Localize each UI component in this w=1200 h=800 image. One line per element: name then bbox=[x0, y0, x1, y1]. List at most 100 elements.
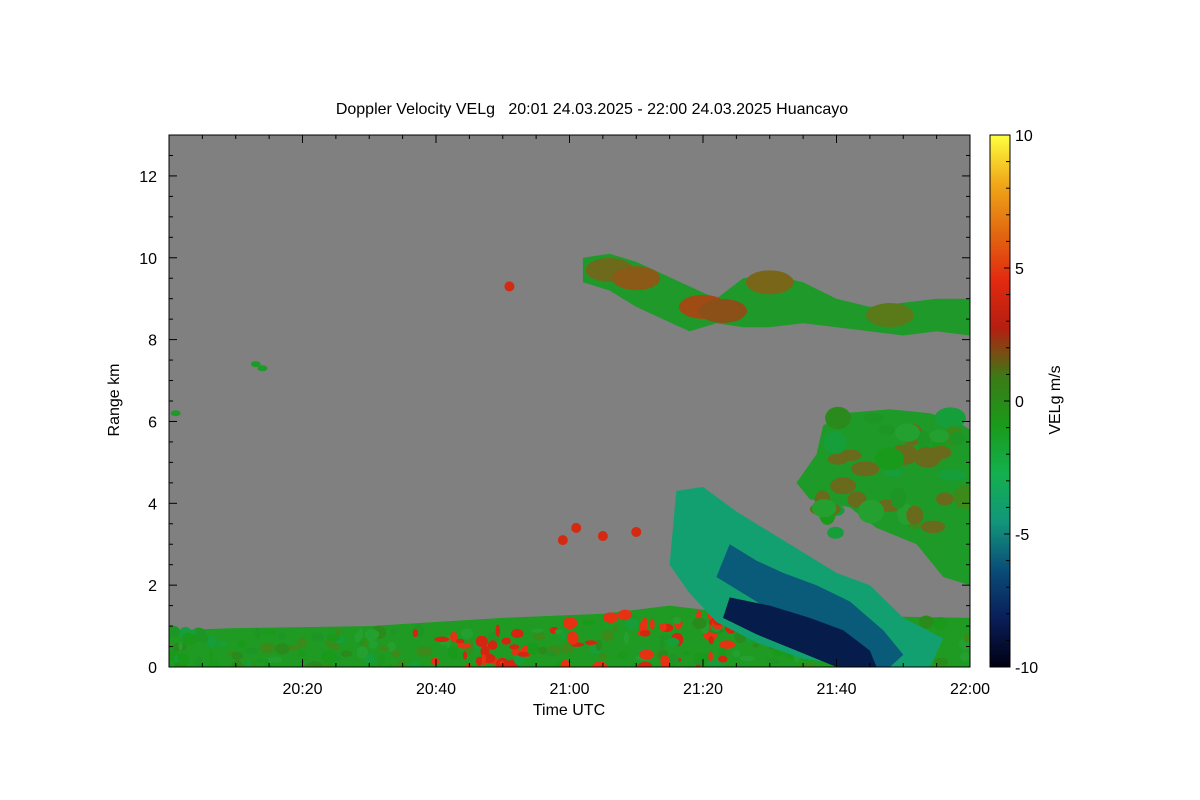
y-axis-label: Range km bbox=[106, 364, 123, 437]
colorbar-label: VELg m/s bbox=[1047, 365, 1064, 434]
scattered-echo bbox=[170, 410, 181, 417]
boundary-echo bbox=[356, 646, 369, 659]
x-tick-label: 21:00 bbox=[549, 681, 589, 698]
boundary-echo bbox=[278, 631, 286, 640]
y-tick-label: 2 bbox=[148, 578, 157, 595]
boundary-echo bbox=[675, 634, 682, 640]
boundary-echo bbox=[169, 625, 181, 637]
boundary-echo bbox=[560, 659, 571, 667]
boundary-echo bbox=[369, 639, 378, 649]
boundary-echo bbox=[708, 650, 713, 662]
boundary-echo bbox=[390, 628, 397, 636]
boundary-echo bbox=[195, 656, 203, 667]
boundary-echo bbox=[391, 649, 401, 658]
precip-shaft-core bbox=[716, 544, 904, 667]
boundary-echo bbox=[377, 659, 384, 667]
mid-cloud-detail bbox=[920, 520, 946, 534]
boundary-echo bbox=[527, 642, 539, 655]
boundary-echo bbox=[601, 630, 615, 642]
boundary-echo bbox=[918, 615, 934, 629]
colorbar-tick-label: -5 bbox=[1015, 527, 1029, 544]
boundary-echo bbox=[409, 660, 420, 667]
mid-cloud-detail bbox=[934, 407, 966, 429]
mid-cloud-detail bbox=[825, 406, 851, 430]
boundary-echo bbox=[963, 633, 970, 643]
boundary-echo bbox=[254, 627, 261, 639]
boundary-echo bbox=[546, 651, 557, 657]
boundary-echo bbox=[448, 646, 459, 660]
y-tick-label: 4 bbox=[148, 496, 157, 513]
echo-features bbox=[169, 253, 970, 667]
boundary-echo bbox=[173, 654, 179, 664]
mid-cloud-detail bbox=[929, 429, 950, 443]
boundary-echo bbox=[297, 650, 306, 657]
mid-cloud-detail bbox=[878, 424, 895, 436]
boundary-echo bbox=[691, 660, 707, 665]
boundary-echo bbox=[659, 638, 665, 652]
boundary-echo bbox=[567, 631, 579, 645]
scattered-echo bbox=[504, 281, 515, 292]
boundary-echo bbox=[367, 628, 374, 643]
boundary-echo bbox=[191, 629, 197, 635]
boundary-echo bbox=[462, 651, 468, 660]
colorbar: 10 5 0 -5 -10 VELg m/s bbox=[989, 128, 1064, 677]
boundary-echo bbox=[480, 645, 490, 657]
boundary-echo bbox=[659, 623, 667, 632]
mid-cloud-detail bbox=[823, 430, 847, 454]
boundary-echo bbox=[184, 633, 197, 646]
boundary-echo bbox=[264, 659, 270, 667]
boundary-echo bbox=[430, 657, 440, 665]
x-tick-label: 20:40 bbox=[416, 681, 456, 698]
boundary-echo bbox=[200, 634, 209, 643]
mid-cloud-detail bbox=[930, 446, 952, 460]
boundary-echo bbox=[386, 664, 394, 667]
boundary-echo bbox=[591, 661, 608, 667]
boundary-echo bbox=[246, 660, 253, 667]
boundary-echo bbox=[617, 651, 629, 660]
mid-cloud-detail bbox=[953, 485, 970, 509]
mid-cloud-detail bbox=[949, 431, 966, 445]
scattered-echo bbox=[571, 522, 582, 533]
mid-cloud-detail bbox=[830, 477, 857, 495]
boundary-echo bbox=[217, 640, 228, 647]
boundary-echo bbox=[666, 637, 680, 647]
boundary-echo bbox=[639, 629, 651, 637]
mid-cloud-detail bbox=[890, 487, 907, 509]
x-tick-label: 21:40 bbox=[816, 681, 856, 698]
boundary-echo bbox=[692, 617, 707, 630]
boundary-echo bbox=[244, 647, 258, 655]
boundary-echo bbox=[560, 643, 574, 655]
boundary-echo bbox=[501, 637, 511, 645]
boundary-echo bbox=[397, 660, 406, 667]
mid-cloud-detail bbox=[906, 505, 924, 525]
mid-cloud-detail bbox=[851, 461, 880, 477]
upper-cloud-core bbox=[745, 270, 794, 295]
mid-cloud-detail bbox=[894, 423, 920, 442]
boundary-echo bbox=[766, 658, 781, 664]
boundary-echo bbox=[637, 661, 653, 667]
boundary-echo bbox=[209, 650, 214, 663]
mid-cloud-detail bbox=[938, 468, 967, 481]
boundary-echo bbox=[562, 617, 578, 630]
mid-cloud-detail bbox=[874, 447, 904, 471]
scattered-echo bbox=[597, 531, 608, 542]
mid-cloud-detail bbox=[827, 526, 844, 539]
x-tick-label: 21:20 bbox=[683, 681, 723, 698]
boundary-echo bbox=[581, 620, 595, 625]
upper-cloud-core bbox=[612, 266, 661, 291]
mid-cloud-detail bbox=[857, 499, 885, 524]
mid-cloud-detail bbox=[839, 449, 862, 462]
boundary-echo bbox=[455, 638, 465, 644]
boundary-echo bbox=[718, 645, 727, 659]
boundary-echo bbox=[584, 640, 597, 645]
mid-cloud-detail bbox=[884, 468, 903, 477]
plot-area: 20:20 20:40 21:00 21:20 21:40 22:00 0 2 4 6 8 10 12 bbox=[139, 134, 990, 698]
boundary-echo bbox=[259, 642, 275, 654]
boundary-echo bbox=[387, 641, 396, 652]
boundary-echo bbox=[450, 631, 458, 643]
y-tick-label: 0 bbox=[148, 660, 157, 677]
mid-cloud-detail bbox=[811, 499, 837, 518]
boundary-echo bbox=[672, 616, 682, 625]
boundary-echo bbox=[481, 654, 487, 666]
